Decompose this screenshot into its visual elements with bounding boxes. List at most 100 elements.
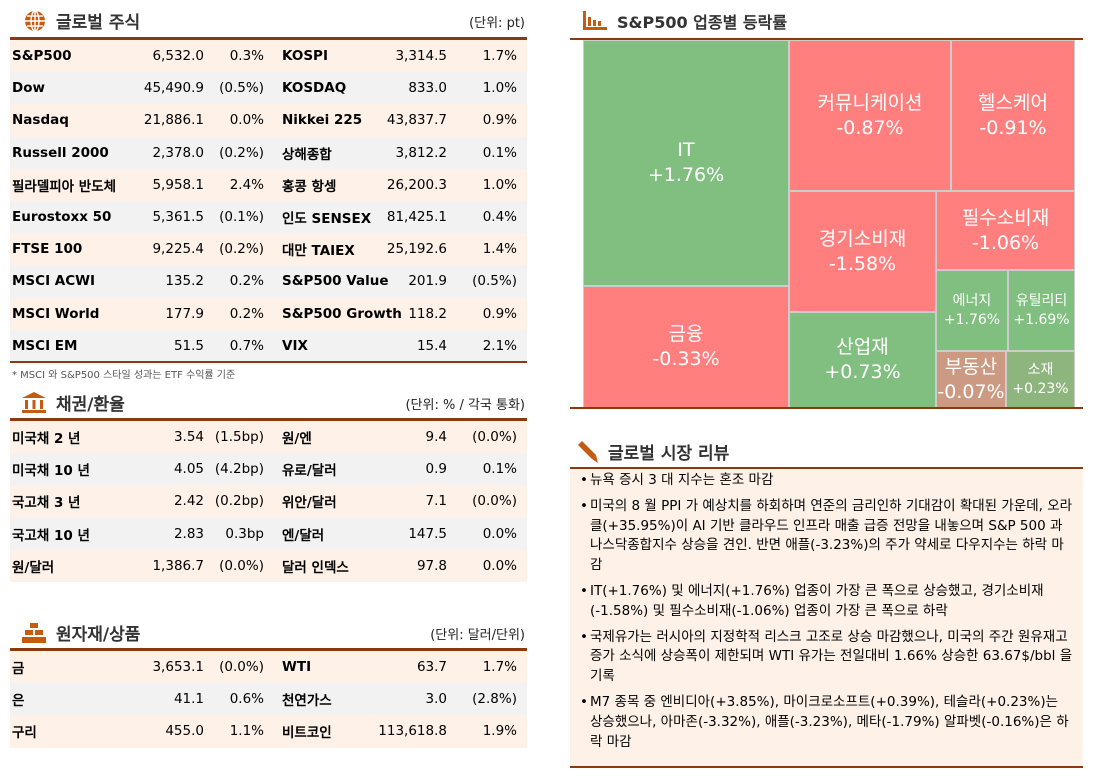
table-row: Eurostoxx 50 5,361.5 (0.1%) 인도 SENSEX 81,425… bbox=[10, 200, 527, 234]
cell-name: Eurostoxx 50 bbox=[12, 209, 112, 226]
sector-change: -0.87% bbox=[836, 116, 904, 139]
sector-change: +0.73% bbox=[824, 361, 901, 383]
table-row: 은 41.1 0.6% 천연가스 3.0 (2.8%) bbox=[10, 683, 527, 716]
cell-value-2: 63.7 bbox=[416, 659, 447, 676]
cell-name: FTSE 100 bbox=[12, 241, 83, 258]
cell-change-2: 0.9% bbox=[482, 112, 517, 129]
sector-name: 금융 bbox=[668, 323, 704, 346]
footnote: * MSCI 와 S&P500 스타일 성과는 ETF 수익률 기준 bbox=[12, 370, 236, 381]
sector-change: -1.58% bbox=[828, 252, 897, 275]
cell-value-2: 3,314.5 bbox=[395, 48, 447, 65]
cell-name: S&P500 bbox=[12, 48, 72, 65]
cell-name: 구리 bbox=[12, 725, 37, 742]
cell-change: 1.1% bbox=[229, 723, 264, 740]
sector-name: 유틸리티 bbox=[1015, 293, 1068, 310]
cell-change: 0.7% bbox=[229, 337, 264, 354]
divider bbox=[570, 467, 1083, 469]
sector-name: 헬스케어 bbox=[978, 91, 1048, 114]
cell-change-2: 0.0% bbox=[482, 557, 517, 574]
cell-change: 0.0% bbox=[229, 112, 264, 129]
table-row: 금 3,653.1 (0.0%) WTI 63.7 1.7% bbox=[10, 651, 527, 684]
global-stocks-title: 글로벌 주식 bbox=[24, 8, 140, 33]
sector-change: +1.69% bbox=[1013, 311, 1070, 328]
cell-change-2: 1.0% bbox=[482, 176, 517, 193]
cell-name-2: 달러 인덱스 bbox=[282, 559, 349, 576]
section-title: S&P500 업종별 등락률 bbox=[617, 13, 788, 32]
sector-name: 필수소비재 bbox=[961, 206, 1050, 229]
cell-name: Nasdaq bbox=[12, 112, 69, 129]
cell-name: MSCI ACWI bbox=[12, 273, 96, 290]
cell-value-2: 113,618.8 bbox=[378, 723, 447, 740]
cell-change: (0.1%) bbox=[219, 209, 264, 226]
cell-change: 0.2% bbox=[229, 305, 264, 322]
global-stocks-unit: (단위: pt) bbox=[469, 16, 525, 31]
cell-change-2: 1.7% bbox=[482, 48, 517, 65]
market-review: 뉴욕 증시 3 대 지수는 혼조 마감미국의 8 월 PPI 가 예상치를 하회… bbox=[570, 469, 1083, 767]
divider bbox=[10, 361, 527, 363]
sector-name: 산업재 bbox=[836, 336, 889, 359]
review-title: 글로벌 시장 리뷰 bbox=[576, 439, 729, 464]
cell-change-2: 1.7% bbox=[482, 659, 517, 676]
cell-value: 6,532.0 bbox=[152, 48, 204, 65]
section-title: 원자재/상품 bbox=[56, 625, 141, 645]
cell-value-2: 26,200.3 bbox=[386, 176, 447, 193]
section-title: 글로벌 시장 리뷰 bbox=[608, 444, 730, 464]
cell-value: 455.0 bbox=[165, 723, 204, 740]
cell-name: 필라델피아 반도체 bbox=[12, 178, 117, 195]
review-item: M7 종목 중 엔비디아(+3.85%), 마이크로소프트(+0.39%), 테… bbox=[580, 693, 1073, 752]
cell-name: 금 bbox=[12, 661, 25, 678]
cell-value: 9,225.4 bbox=[152, 241, 204, 258]
cell-change: (0.0%) bbox=[219, 557, 264, 574]
cell-value-2: 25,192.6 bbox=[386, 241, 447, 258]
sector-change: -1.06% bbox=[971, 231, 1040, 254]
cell-value-2: 15.4 bbox=[416, 337, 447, 354]
sector-change: -0.07% bbox=[937, 380, 1005, 403]
section-title: 채권/환율 bbox=[56, 395, 125, 415]
cell-value: 177.9 bbox=[165, 305, 204, 322]
cell-name-2: 천연가스 bbox=[282, 693, 332, 710]
cell-change: 0.3% bbox=[229, 48, 264, 65]
pen-icon bbox=[578, 440, 598, 463]
cell-value: 4.05 bbox=[173, 461, 204, 478]
sector-change: +1.76% bbox=[943, 311, 1001, 328]
cell-change-2: (0.5%) bbox=[472, 273, 517, 290]
cell-change: (0.2bp) bbox=[214, 493, 264, 510]
cell-name-2: 위안/달러 bbox=[282, 495, 337, 512]
sector-change: -0.33% bbox=[652, 348, 720, 370]
cell-change-2: 1.9% bbox=[482, 723, 517, 740]
sector-tile: 부동산 -0.07% bbox=[936, 351, 1006, 408]
cell-name-2: S&P500 Value bbox=[282, 273, 389, 290]
cell-value-2: 43,837.7 bbox=[386, 112, 447, 129]
cell-change: 0.6% bbox=[229, 691, 264, 708]
cell-change-2: 0.1% bbox=[482, 144, 517, 161]
sector-tile: 유틸리티 +1.69% bbox=[1008, 270, 1075, 351]
table-row: Dow 45,490.9 (0.5%) KOSDAQ 833.0 1.0% bbox=[10, 72, 527, 105]
table-row: Russell 2000 2,378.0 (0.2%) 상해종합 3,812.2 0.1% bbox=[10, 136, 527, 169]
cell-name-2: S&P500 Growth bbox=[282, 305, 402, 322]
sector-tile: 에너지 +1.76% bbox=[936, 270, 1008, 351]
cell-name: Russell 2000 bbox=[12, 144, 109, 161]
commodities-unit: (단위: 달러/단위) bbox=[430, 628, 525, 643]
cell-name: 미국채 2 년 bbox=[12, 431, 81, 448]
sector-tile: 소재 +0.23% bbox=[1006, 351, 1075, 408]
cell-value: 3.54 bbox=[173, 429, 204, 446]
sector-tile: IT +1.76% bbox=[583, 40, 789, 286]
cell-name-2: 비트코인 bbox=[282, 725, 332, 742]
cell-name-2: KOSDAQ bbox=[282, 80, 347, 97]
review-item: IT(+1.76%) 및 에너지(+1.76%) 업종이 가장 큰 폭으로 상승… bbox=[580, 582, 1073, 622]
sector-name: 부동산 bbox=[944, 355, 998, 378]
cell-value-2: 0.9 bbox=[425, 461, 447, 478]
gold-bars-icon bbox=[22, 622, 46, 643]
cell-change-2: 1.0% bbox=[482, 80, 517, 97]
cell-change-2: 0.0% bbox=[482, 525, 517, 542]
sector-tile: 경기소비재 -1.58% bbox=[789, 191, 936, 312]
cell-value-2: 147.5 bbox=[408, 525, 447, 542]
bonds-fx-table: 미국채 2 년 3.54 (1.5bp) 원/엔 9.4 (0.0%) 미국채 10 년 4.… bbox=[10, 421, 527, 582]
cell-name-2: 홍콩 항셍 bbox=[282, 178, 337, 195]
table-row: FTSE 100 9,225.4 (0.2%) 대만 TAIEX 25,192.6 1.4… bbox=[10, 233, 527, 266]
cell-change-2: (2.8%) bbox=[472, 691, 517, 708]
sector-name: 소재 bbox=[1027, 362, 1054, 379]
cell-name: Dow bbox=[12, 80, 45, 97]
cell-change-2: (0.0%) bbox=[472, 429, 517, 446]
cell-name: MSCI EM bbox=[12, 337, 78, 354]
